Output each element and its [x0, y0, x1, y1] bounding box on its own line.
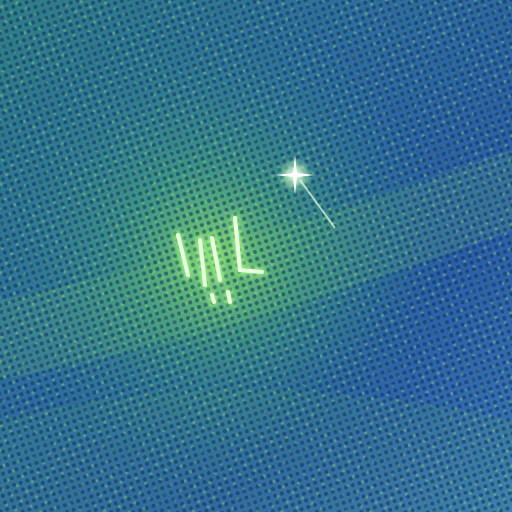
sparkle [275, 155, 336, 229]
glowing-glyphs [173, 213, 267, 307]
